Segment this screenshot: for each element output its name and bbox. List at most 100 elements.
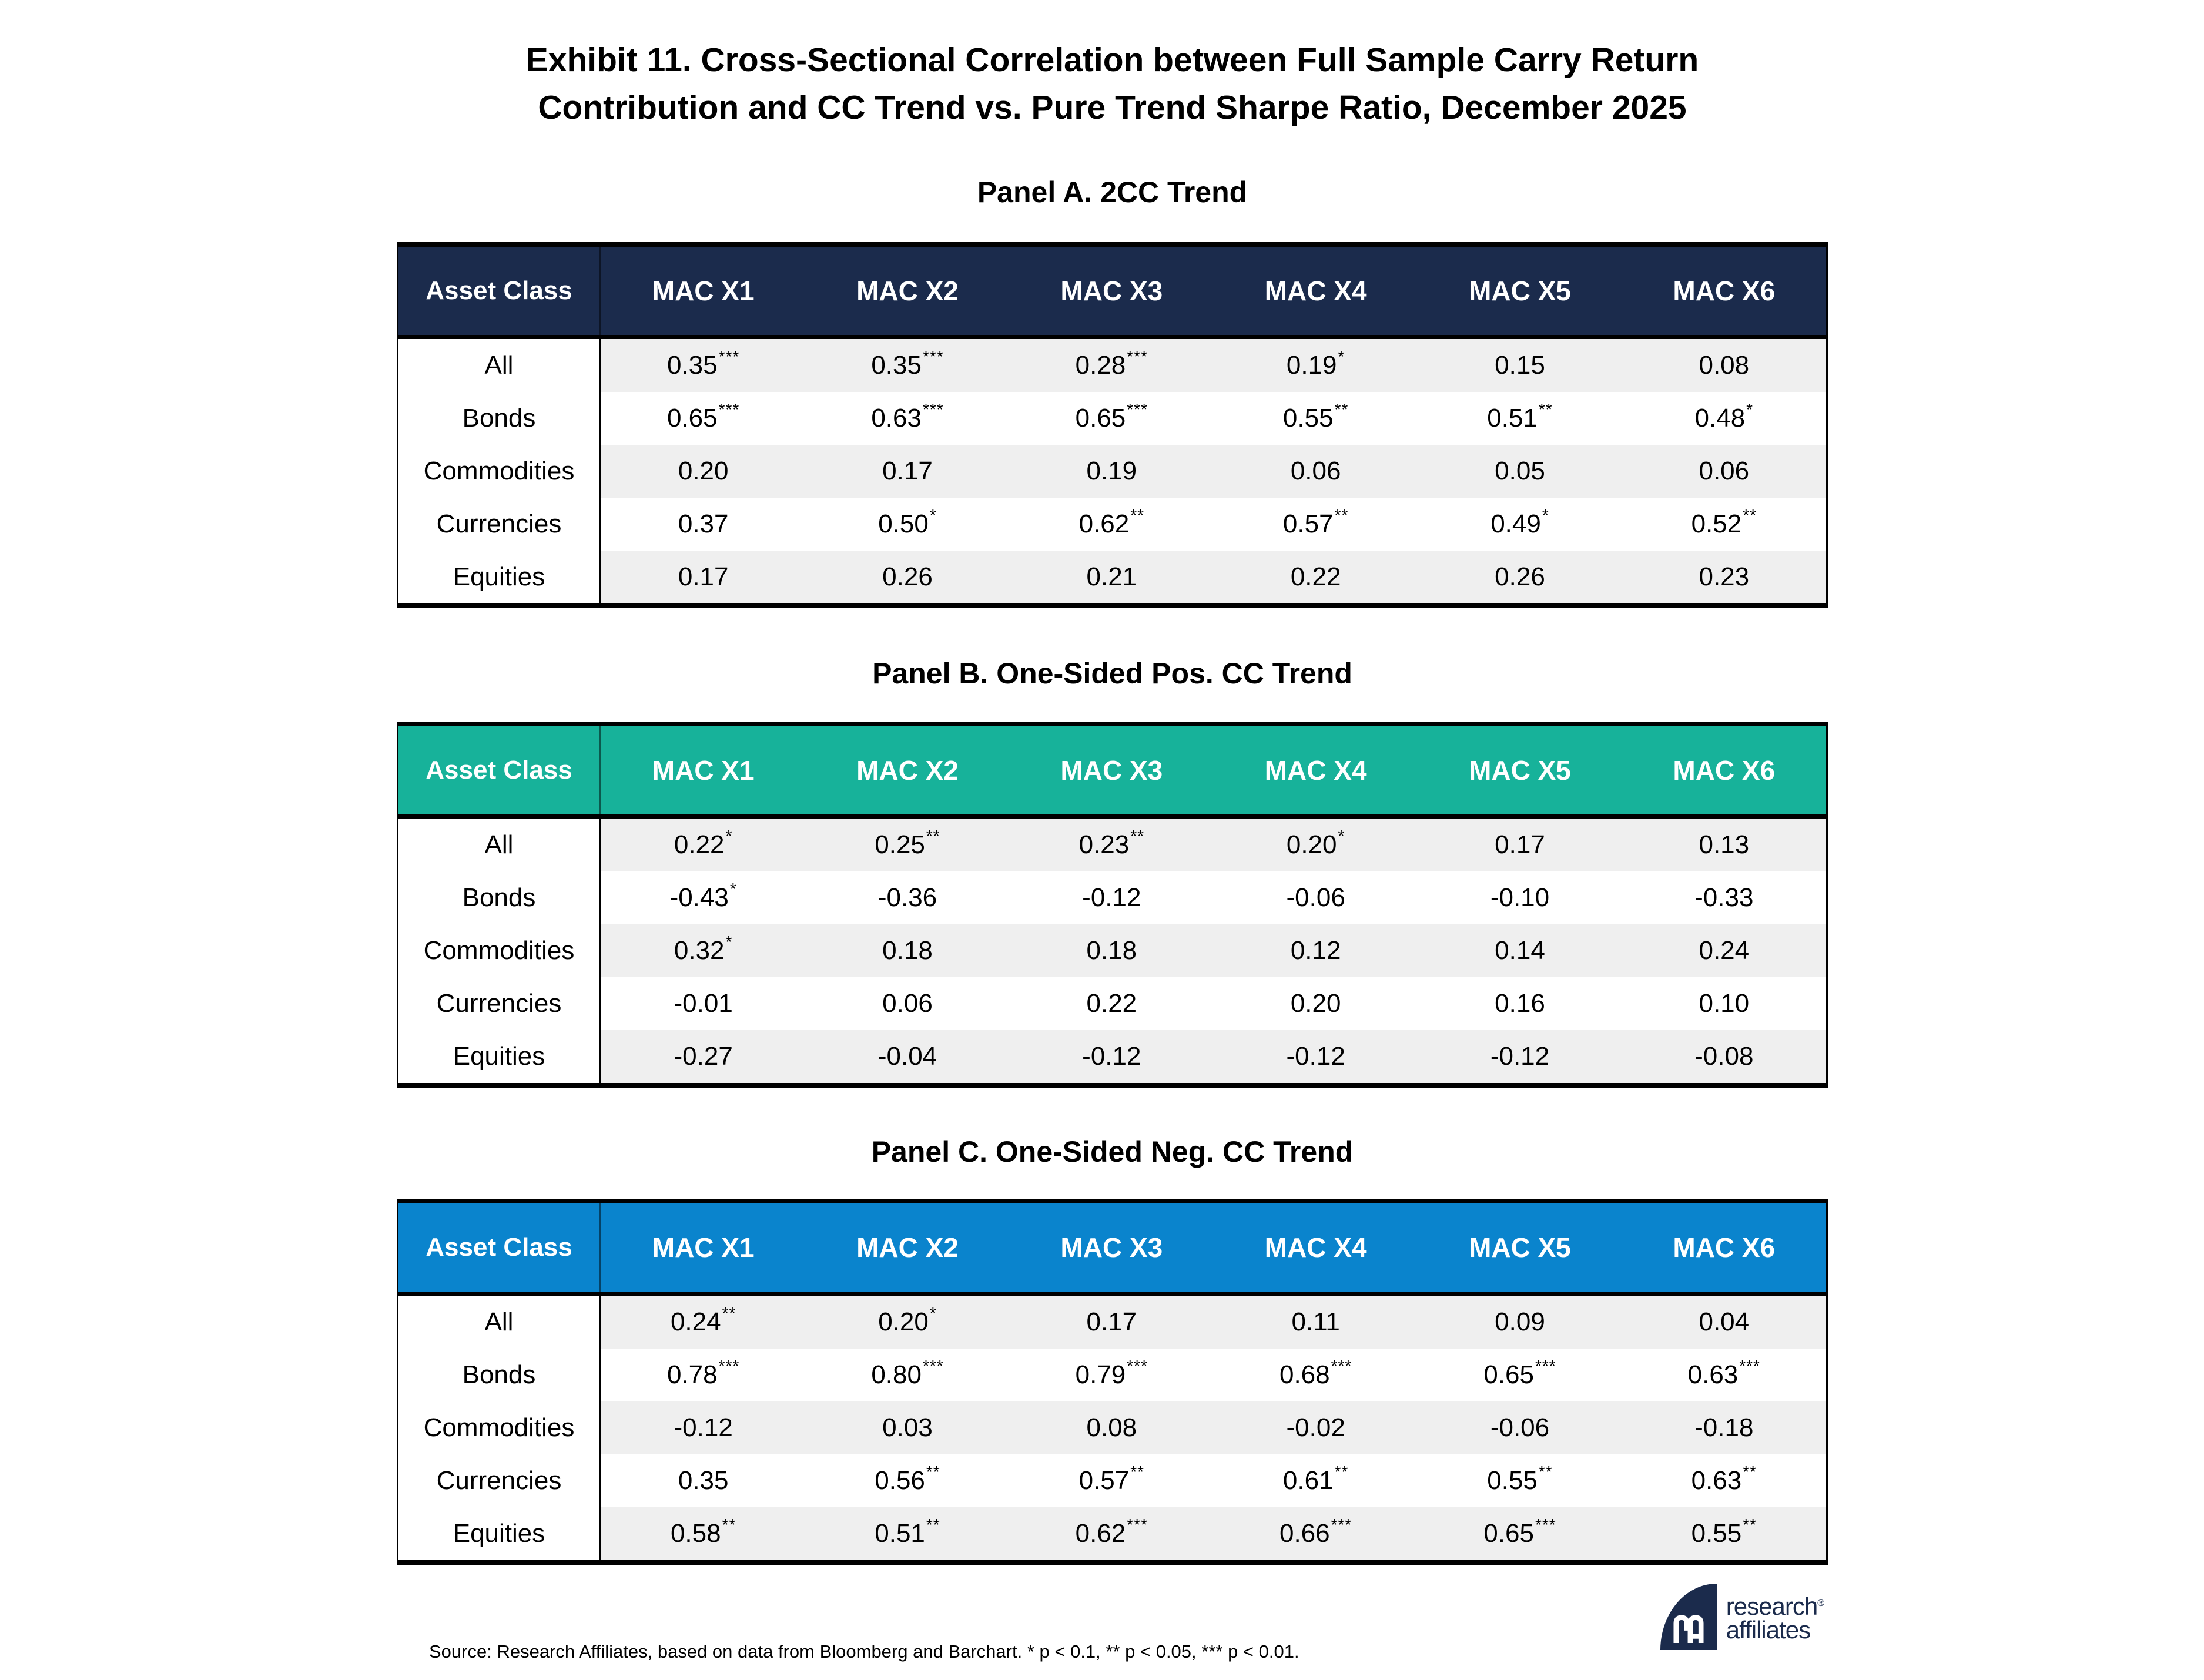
value-number: 0.35 [678, 1466, 729, 1495]
panel-b-table: Asset Class MAC X1 MAC X2 MAC X3 MAC X4 MAC X… [397, 722, 1828, 1088]
significance-stars: *** [1535, 1515, 1556, 1534]
cell-value: 0.55 ** [1622, 1507, 1826, 1560]
logo-wordmark-line2: affiliates [1726, 1616, 1811, 1644]
cell-value: -0.06 [1418, 1401, 1622, 1454]
column-header: MAC X6 [1673, 276, 1776, 306]
exhibit-title-line1: Exhibit 11. Cross-Sectional Correlation … [525, 41, 1699, 79]
table-header-row: Asset Class MAC X1 MAC X2 MAC X3 MAC X4 MAC X… [398, 1203, 1826, 1296]
value-number: 0.51 [1487, 404, 1538, 432]
significance-stars: * [1746, 400, 1754, 418]
header-data-area: MAC X1 MAC X2 MAC X3 MAC X4 MAC X5 MAC X6 [601, 247, 1826, 335]
value-number: -0.27 [674, 1042, 733, 1071]
value-number: -0.12 [1082, 1042, 1141, 1071]
exhibit-title-line2: Contribution and CC Trend vs. Pure Trend… [538, 89, 1687, 126]
row-label: Bonds [398, 871, 601, 924]
significance-stars: ** [926, 1515, 940, 1534]
cell-value: -0.12 [601, 1401, 805, 1454]
cell-value: 0.50 * [805, 498, 1009, 551]
value-number: 0.63 [1691, 1466, 1742, 1495]
column-header-asset-class: Asset Class [398, 1203, 601, 1292]
value-number: 0.61 [1282, 1466, 1334, 1495]
value-number: 0.20 [1286, 830, 1337, 859]
cell-value: 0.08 [1622, 339, 1826, 392]
value-number: 0.19 [1286, 351, 1337, 380]
exhibit-content: Exhibit 11. Cross-Sectional Correlation … [397, 0, 1828, 1672]
value-number: -0.02 [1286, 1413, 1345, 1442]
value-number: 0.22 [1290, 562, 1341, 591]
cell-value: 0.20 * [805, 1296, 1009, 1349]
row-label: Bonds [398, 1349, 601, 1401]
significance-stars: *** [1127, 347, 1148, 365]
cell-value: 0.20 [601, 445, 805, 498]
value-number: 0.56 [875, 1466, 925, 1495]
cell-value: 0.17 [1010, 1296, 1214, 1349]
significance-stars: ** [1743, 1515, 1757, 1534]
table-row: Currencies 0.35 0.56 ** 0.57 ** 0.61 ** 0.55 ** 0.… [398, 1454, 1826, 1507]
value-number: -0.08 [1694, 1042, 1754, 1071]
significance-stars: *** [922, 1357, 944, 1375]
column-header-asset-class: Asset Class [398, 247, 601, 335]
significance-stars: ** [1743, 1463, 1757, 1481]
cell-value: 0.51 ** [805, 1507, 1009, 1560]
value-number: 0.35 [666, 351, 718, 380]
column-header: MAC X1 [652, 755, 755, 786]
cell-value: 0.19 [1010, 445, 1214, 498]
value-number: 0.48 [1694, 404, 1746, 432]
cell-value: 0.05 [1418, 445, 1622, 498]
row-data-area: 0.78 *** 0.80 *** 0.79 *** 0.68 *** 0.65 *** 0.63 *… [601, 1349, 1826, 1401]
value-number: 0.23 [1078, 830, 1130, 859]
value-number: 0.49 [1490, 509, 1541, 538]
cell-value: -0.06 [1214, 871, 1418, 924]
value-number: 0.55 [1487, 1466, 1538, 1495]
row-label: All [398, 1296, 601, 1349]
column-header: MAC X2 [856, 755, 959, 786]
table-row: All 0.35 *** 0.35 *** 0.28 *** 0.19 * 0.15 0.08 [398, 339, 1826, 392]
cell-value: 0.65 *** [1010, 392, 1214, 445]
column-header-asset-class: Asset Class [398, 726, 601, 814]
value-number: 0.06 [1290, 457, 1341, 485]
cell-value: -0.12 [1418, 1030, 1622, 1083]
cell-value: 0.26 [1418, 551, 1622, 603]
cell-value: -0.01 [601, 977, 805, 1030]
table-row: Commodities 0.20 0.17 0.19 0.06 0.05 0.06 [398, 445, 1826, 498]
research-affiliates-logo: research® affiliates [1660, 1584, 1824, 1650]
significance-stars: * [1542, 506, 1549, 524]
value-number: 0.18 [1086, 936, 1137, 965]
cell-value: 0.04 [1622, 1296, 1826, 1349]
panel-a-table: Asset Class MAC X1 MAC X2 MAC X3 MAC X4 MAC X… [397, 242, 1828, 608]
significance-stars: *** [1535, 1357, 1556, 1375]
column-header: MAC X6 [1673, 755, 1776, 786]
value-number: -0.10 [1490, 883, 1550, 912]
significance-stars: ** [1334, 400, 1349, 418]
cell-value: 0.62 *** [1010, 1507, 1214, 1560]
row-label: All [398, 819, 601, 871]
cell-value: -0.36 [805, 871, 1009, 924]
significance-stars: ** [1538, 400, 1553, 418]
table-row: All 0.24 ** 0.20 * 0.17 0.11 0.09 0.04 [398, 1296, 1826, 1349]
row-label: Currencies [398, 977, 601, 1030]
cell-value: 0.17 [805, 445, 1009, 498]
cell-value: 0.49 * [1418, 498, 1622, 551]
value-number: 0.17 [678, 562, 729, 591]
value-number: 0.65 [1483, 1360, 1534, 1389]
table-header-row: Asset Class MAC X1 MAC X2 MAC X3 MAC X4 MAC X… [398, 247, 1826, 339]
table-row: Commodities -0.12 0.03 0.08 -0.02 -0.06 -0.18 [398, 1401, 1826, 1454]
cell-value: 0.11 [1214, 1296, 1418, 1349]
cell-value: -0.12 [1010, 1030, 1214, 1083]
table-row: Bonds 0.78 *** 0.80 *** 0.79 *** 0.68 *** 0.65 ***… [398, 1349, 1826, 1401]
cell-value: 0.06 [1622, 445, 1826, 498]
significance-stars: ** [926, 827, 940, 845]
row-data-area: 0.32 * 0.18 0.18 0.12 0.14 0.24 [601, 924, 1826, 977]
cell-value: 0.09 [1418, 1296, 1622, 1349]
cell-value: 0.24 [1622, 924, 1826, 977]
significance-stars: * [1338, 347, 1345, 365]
value-number: 0.19 [1086, 457, 1137, 485]
cell-value: 0.12 [1214, 924, 1418, 977]
column-header: MAC X2 [856, 276, 959, 306]
value-number: -0.06 [1490, 1413, 1550, 1442]
value-number: 0.26 [882, 562, 933, 591]
cell-value: 0.08 [1010, 1401, 1214, 1454]
table-row: Equities -0.27 -0.04 -0.12 -0.12 -0.12 -0.08 [398, 1030, 1826, 1083]
cell-value: 0.22 * [601, 819, 805, 871]
value-number: 0.24 [1699, 936, 1750, 965]
